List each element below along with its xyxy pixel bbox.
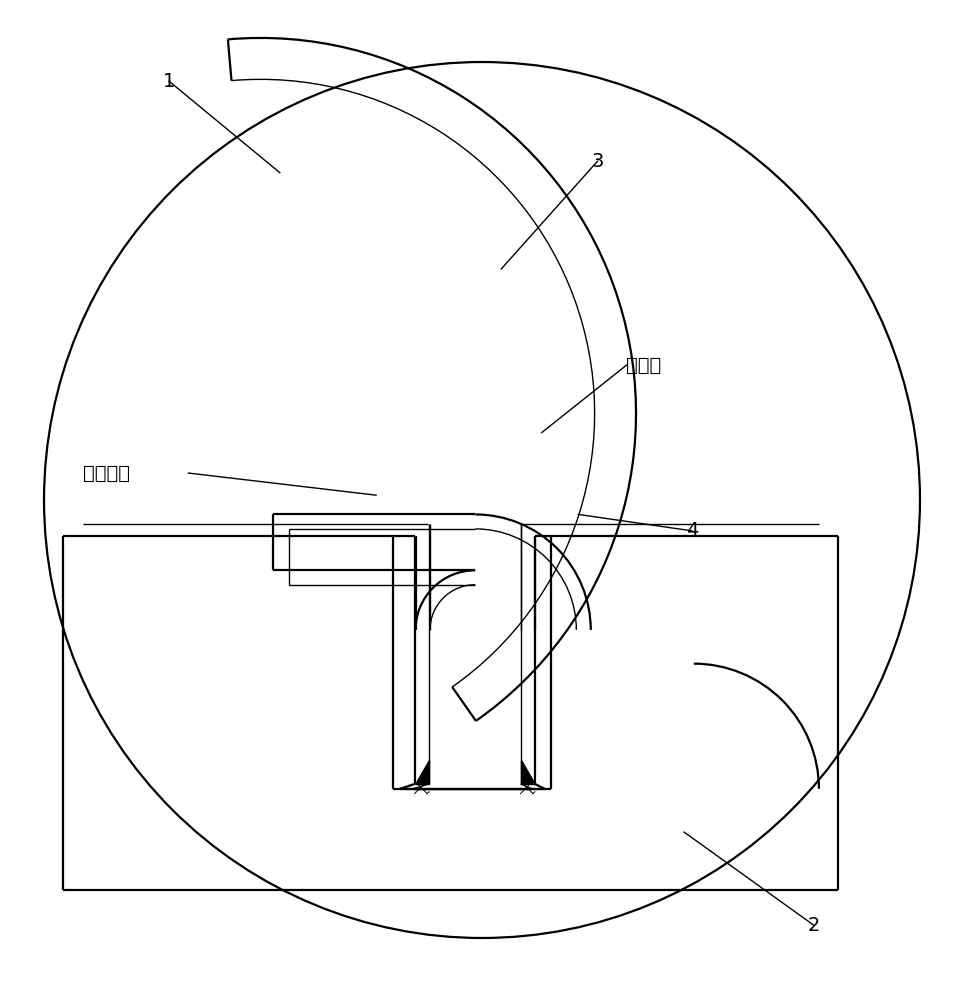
Text: 3: 3 <box>591 152 603 171</box>
Text: 无焊料: 无焊料 <box>627 356 661 375</box>
Text: 2: 2 <box>808 916 820 935</box>
Polygon shape <box>415 760 429 784</box>
Polygon shape <box>521 760 535 784</box>
Text: 1: 1 <box>163 72 175 91</box>
Text: 焊料填充: 焊料填充 <box>83 464 129 483</box>
Text: 4: 4 <box>685 521 698 540</box>
